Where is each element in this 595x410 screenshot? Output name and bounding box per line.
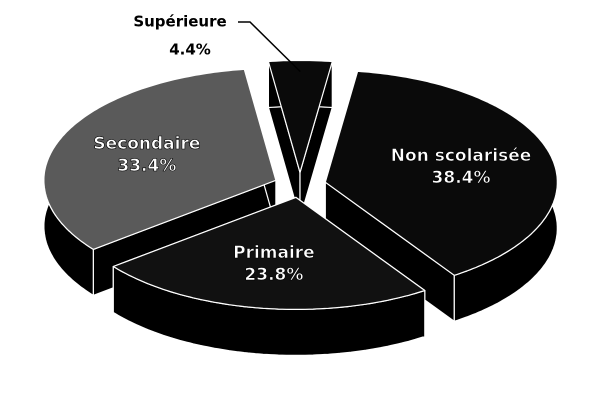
data-label: 33.4% [117, 156, 176, 176]
data-label: 38.4% [432, 168, 491, 188]
data-label: Secondaire [93, 134, 200, 154]
slice [324, 70, 558, 322]
slice-top [112, 196, 426, 310]
slice-top [43, 68, 277, 250]
data-label: Supérieure [133, 13, 226, 31]
slice [112, 196, 426, 356]
slice-top [324, 70, 558, 276]
slice [267, 59, 333, 219]
slice-top [267, 59, 333, 173]
data-label: 23.8% [244, 265, 303, 285]
data-label: Primaire [233, 243, 315, 263]
data-label: Non scolarisée [391, 146, 532, 166]
data-label: 4.4% [169, 41, 211, 59]
leader-line [238, 21, 301, 73]
